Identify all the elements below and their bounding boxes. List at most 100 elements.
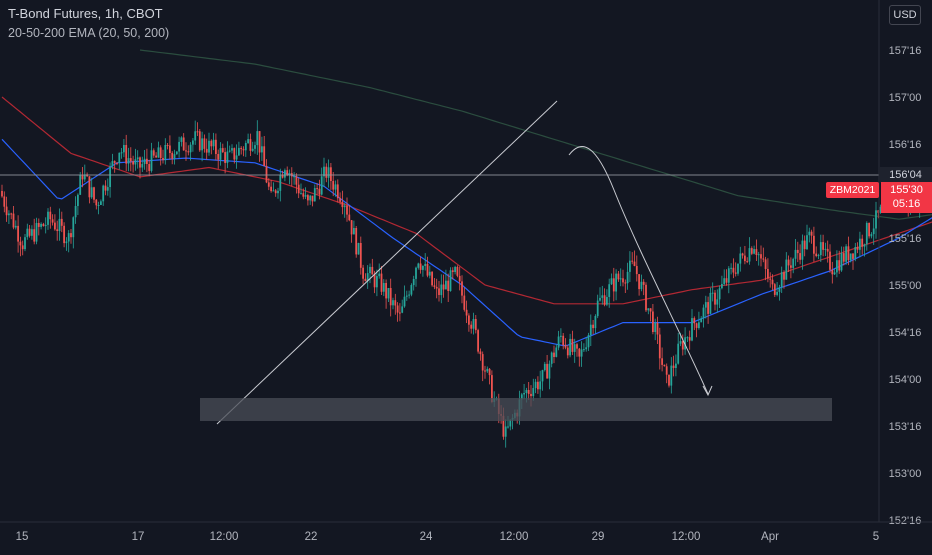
candle-body <box>472 319 475 329</box>
price-tick-label: 153'16 <box>889 421 922 433</box>
candle-body <box>422 266 424 270</box>
candle-body <box>106 187 109 191</box>
candle-body <box>525 390 528 393</box>
candle-body <box>767 269 769 279</box>
candle-body <box>318 188 321 195</box>
candle-body <box>150 150 153 171</box>
candle-body <box>403 296 406 307</box>
candle-body <box>37 223 40 227</box>
candle-body <box>654 322 657 332</box>
candle-body <box>265 166 268 183</box>
candle-body <box>65 241 68 244</box>
candle-body <box>675 363 677 368</box>
candle-body <box>240 147 243 150</box>
candle-body <box>474 319 477 331</box>
candle-body <box>681 341 684 350</box>
candle-body <box>254 145 256 149</box>
candle-body <box>693 318 696 324</box>
candle-body <box>159 147 162 158</box>
candle-body <box>523 393 525 395</box>
candle-body <box>17 225 19 242</box>
candle-body <box>737 263 739 274</box>
candle-body <box>129 158 132 162</box>
candle-body <box>376 276 378 288</box>
projection-arrow[interactable] <box>568 146 709 395</box>
candle-body <box>596 300 599 317</box>
candle-body <box>548 363 551 379</box>
candle-body <box>610 278 613 285</box>
candle-body <box>824 248 827 250</box>
price-tick-label: 155'00 <box>889 280 922 292</box>
candle-body <box>10 213 13 215</box>
projection-arrowhead <box>702 385 713 397</box>
candle-body <box>228 150 231 152</box>
candle-body <box>210 140 213 147</box>
candle-body <box>838 260 841 271</box>
candle-body <box>88 176 91 198</box>
candle-body <box>311 195 314 202</box>
candle-body <box>132 161 134 165</box>
candle-body <box>875 210 877 229</box>
candle-body <box>343 205 346 208</box>
symbol-badge: ZBM2021 <box>826 182 879 198</box>
candle-body <box>261 146 263 153</box>
candle-body <box>451 270 454 272</box>
candle-body <box>355 228 358 255</box>
target-zone[interactable] <box>200 398 832 421</box>
candle-body <box>656 322 659 335</box>
trendline[interactable] <box>216 100 558 425</box>
candle-body <box>339 198 341 202</box>
candle-body <box>127 158 130 164</box>
candle-body <box>748 248 751 262</box>
candle-body <box>192 140 194 145</box>
candle-body <box>753 249 755 254</box>
candle-body <box>868 223 870 237</box>
candle-body <box>872 228 875 235</box>
candle-body <box>810 231 813 236</box>
candle-body <box>224 152 226 163</box>
candle-body <box>378 273 381 277</box>
candle-body <box>5 206 8 216</box>
price-tick-label: 156'16 <box>889 139 922 151</box>
candle-body <box>688 337 691 341</box>
candle-body <box>661 358 663 365</box>
candle-body <box>178 141 180 152</box>
candle-body <box>863 244 866 247</box>
candle-body <box>589 324 592 336</box>
candle-body <box>113 161 116 163</box>
candle-body <box>813 235 815 254</box>
indicator-legend[interactable]: 20-50-200 EMA (20, 50, 200) <box>8 26 170 40</box>
candle-body <box>77 194 79 206</box>
candle-body <box>440 284 443 296</box>
candle-body <box>258 131 261 153</box>
candle-body <box>284 170 286 178</box>
candle-body <box>826 248 829 252</box>
candle-body <box>585 347 588 350</box>
currency-button[interactable]: USD <box>889 5 921 25</box>
candle-body <box>541 370 544 382</box>
candle-body <box>394 300 397 306</box>
candle-body <box>426 263 429 276</box>
candle-body <box>845 246 847 262</box>
candle-body <box>433 285 436 287</box>
price-axis[interactable]: 157'16 157'00 156'16 155'16 155'00 154'16 154'… <box>889 45 922 527</box>
candle-body <box>829 251 831 270</box>
candle-body <box>244 143 247 151</box>
candle-body <box>856 247 859 250</box>
price-tick-label: 157'00 <box>889 92 922 104</box>
candle-body <box>718 288 721 300</box>
candle-body <box>60 218 63 226</box>
candle-body <box>380 273 383 292</box>
candle-body <box>626 271 629 284</box>
candle-body <box>385 283 387 299</box>
candle-body <box>109 166 111 187</box>
candle-body <box>865 223 868 245</box>
candle-body <box>470 324 473 329</box>
candle-body <box>757 254 760 256</box>
time-axis[interactable]: 15 17 12:00 22 24 12:00 29 12:00 Apr 5 <box>16 531 880 543</box>
candle-body <box>320 176 323 195</box>
candle-body <box>40 223 42 227</box>
candle-body <box>672 365 675 368</box>
